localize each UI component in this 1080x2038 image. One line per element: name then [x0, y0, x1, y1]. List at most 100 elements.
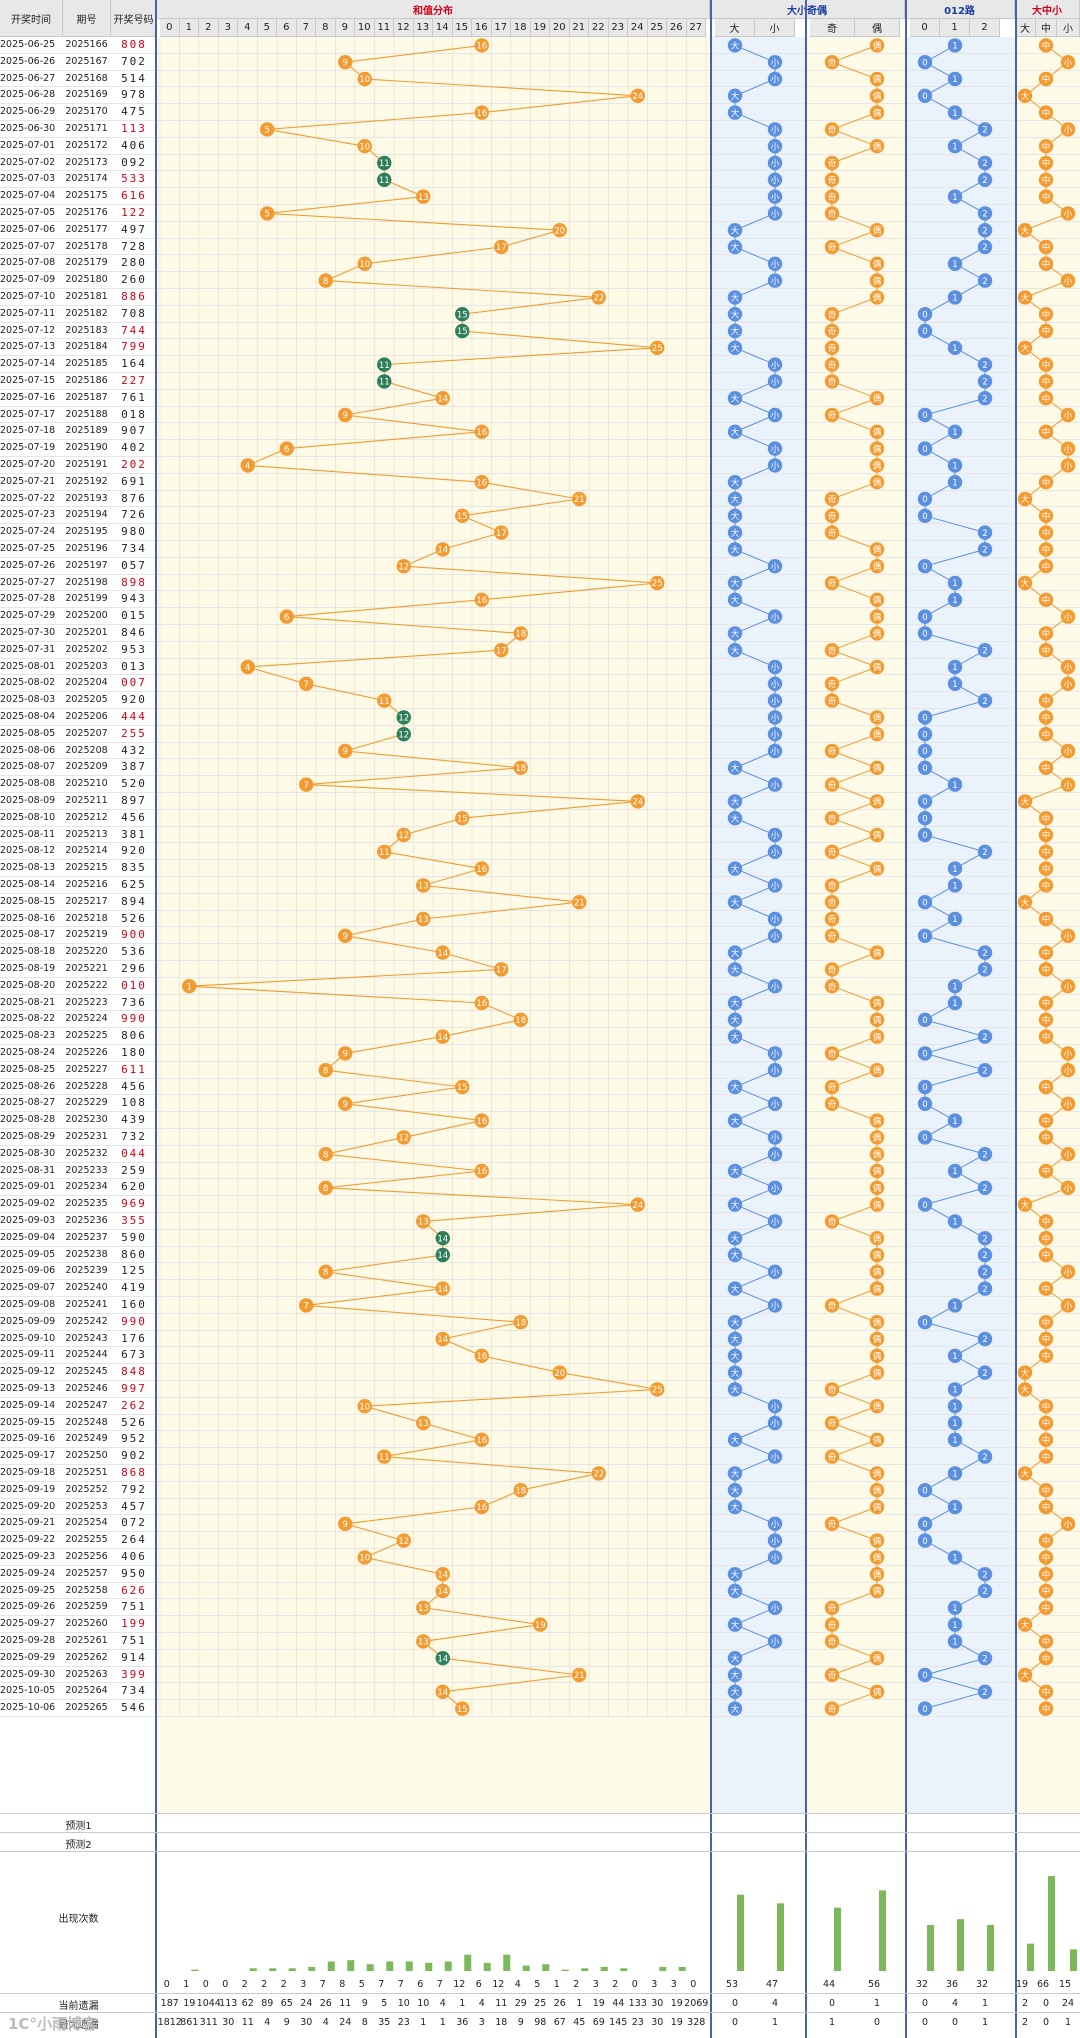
oe-point: [869, 139, 885, 154]
bs-point: [727, 88, 743, 104]
route-012-point: [947, 189, 963, 204]
route-012-point: [977, 223, 993, 238]
bms-point: [1060, 122, 1076, 137]
sum-point-label: 16: [476, 42, 487, 52]
draw-row: 2025-07-19 2025190 402: [0, 440, 1080, 457]
col-period-header[interactable]: 期号: [63, 0, 111, 37]
bms-point: [1060, 206, 1076, 221]
sum-point-label: 4: [245, 462, 250, 472]
bms-point-label: 小: [1064, 981, 1073, 992]
bs-point-label: 大: [731, 897, 740, 908]
draw-date: 2025-08-19: [0, 963, 56, 974]
draw-period: 2025262: [65, 1651, 108, 1663]
draw-row: 2025-09-04 2025237 590: [0, 1230, 1080, 1247]
route-012-point-label: 2: [982, 1251, 987, 1261]
draw-row: 2025-08-27 2025229 108: [0, 1095, 1080, 1113]
draw-row: 2025-08-20 2025222 010: [0, 978, 1080, 995]
sum-point: [474, 105, 489, 120]
route-012-point-label: 0: [922, 495, 927, 505]
draw-row: 2025-09-28 2025261 751: [0, 1633, 1080, 1650]
bs-point-label: 大: [731, 528, 740, 539]
draw-period: 2025166: [65, 39, 108, 50]
bs-point-label: 大: [731, 343, 740, 354]
route-012-point-label: 1: [952, 260, 957, 270]
sum-point: [435, 1281, 450, 1296]
sum-point: [455, 307, 470, 322]
bms-trend-line: [1024, 45, 1070, 1709]
sum-axis-15: 15: [452, 19, 472, 37]
draw-number: 457: [121, 1499, 147, 1513]
sum-point: [474, 995, 489, 1011]
route-012-point-label: 2: [982, 1369, 987, 1379]
route-012-point-label: 0: [922, 613, 927, 623]
draw-period: 2025216: [65, 879, 108, 890]
draw-number: 520: [121, 777, 147, 791]
route-012-point-label: 0: [922, 730, 927, 740]
draw-row: 2025-08-17 2025219 900: [0, 927, 1080, 945]
draw-row: 2025-08-29 2025231 732: [0, 1129, 1080, 1146]
sum-axis-5: 5: [257, 19, 277, 37]
draw-period: 2025185: [65, 358, 108, 370]
sum-point: [299, 1298, 314, 1313]
draw-number: 848: [121, 1365, 147, 1379]
bs-point-label: 大: [731, 545, 740, 556]
draw-number: 399: [121, 1667, 147, 1681]
bs-point-label: 大: [731, 393, 740, 404]
bms-point-label: 小: [1064, 1301, 1073, 1312]
predict1-row: 预测1: [0, 1813, 1080, 1832]
oe-point-label: 奇: [828, 813, 837, 824]
draw-row: 2025-09-08 2025241 160: [0, 1297, 1080, 1314]
draw-row: 2025-08-02 2025204 007: [0, 675, 1080, 693]
bms-point-label: 中: [1042, 645, 1051, 656]
bms-point-label: 中: [1042, 477, 1051, 488]
sum-point-label: 5: [265, 210, 270, 220]
oe-even-header: 偶: [855, 19, 900, 37]
bs-point-label: 大: [731, 293, 740, 304]
draw-period: 2025183: [65, 324, 108, 336]
route-012-point: [917, 508, 933, 523]
draw-number: 255: [121, 726, 147, 740]
draw-row: 2025-06-29 2025170 475: [0, 104, 1080, 121]
sum-point-label: 24: [632, 1201, 643, 1211]
bs-point-label: 小: [771, 1553, 780, 1564]
bms-point-label: 中: [1042, 595, 1051, 606]
bs-point-label: 小: [771, 830, 780, 841]
bs-point: [767, 155, 783, 171]
bms-point: [1038, 323, 1054, 339]
draw-period: 2025198: [65, 576, 108, 588]
draw-row: 2025-08-03 2025205 920: [0, 692, 1080, 709]
draw-date: 2025-07-04: [0, 190, 56, 202]
draw-row: 2025-09-15 2025248 526: [0, 1415, 1080, 1432]
bms-point-label: 大: [1021, 1620, 1030, 1631]
bs-point-label: 大: [731, 629, 740, 640]
draw-row: 2025-08-14 2025216 625: [0, 877, 1080, 894]
draw-period: 2025218: [65, 912, 108, 924]
draw-row: 2025-09-06 2025239 125: [0, 1263, 1080, 1281]
bms-point-label: 中: [1042, 377, 1051, 388]
sum-point: [650, 1382, 665, 1397]
oe-point-label: 偶: [873, 276, 882, 287]
draw-date: 2025-09-22: [0, 1534, 56, 1546]
route-012-point-label: 1: [952, 428, 957, 438]
draw-period: 2025195: [65, 526, 108, 538]
bms-point-label: 中: [1042, 629, 1051, 640]
oe-point-label: 偶: [873, 1401, 882, 1412]
route-012-point-label: 0: [922, 1134, 927, 1144]
sum-point: [377, 693, 392, 708]
sum-point: [377, 357, 392, 372]
draw-number: 736: [121, 995, 147, 1009]
sum-axis-13: 13: [413, 19, 433, 37]
sum-axis-7: 7: [296, 19, 316, 37]
draw-period: 2025204: [65, 677, 108, 689]
route-012-point-label: 2: [982, 546, 987, 556]
draw-period: 2025229: [65, 1097, 108, 1109]
sum-point-label: 17: [496, 243, 507, 253]
route-012-point-label: 0: [922, 714, 927, 724]
draw-row: 2025-08-04 2025206 444: [0, 709, 1080, 726]
draw-row: 2025-08-11 2025213 381: [0, 827, 1080, 844]
col-time-header[interactable]: 开奖时间: [0, 0, 63, 37]
bs-point-label: 大: [731, 797, 740, 808]
sum-point-label: 14: [437, 1570, 448, 1580]
bs-point: [727, 491, 743, 507]
draw-date: 2025-06-26: [0, 55, 56, 67]
